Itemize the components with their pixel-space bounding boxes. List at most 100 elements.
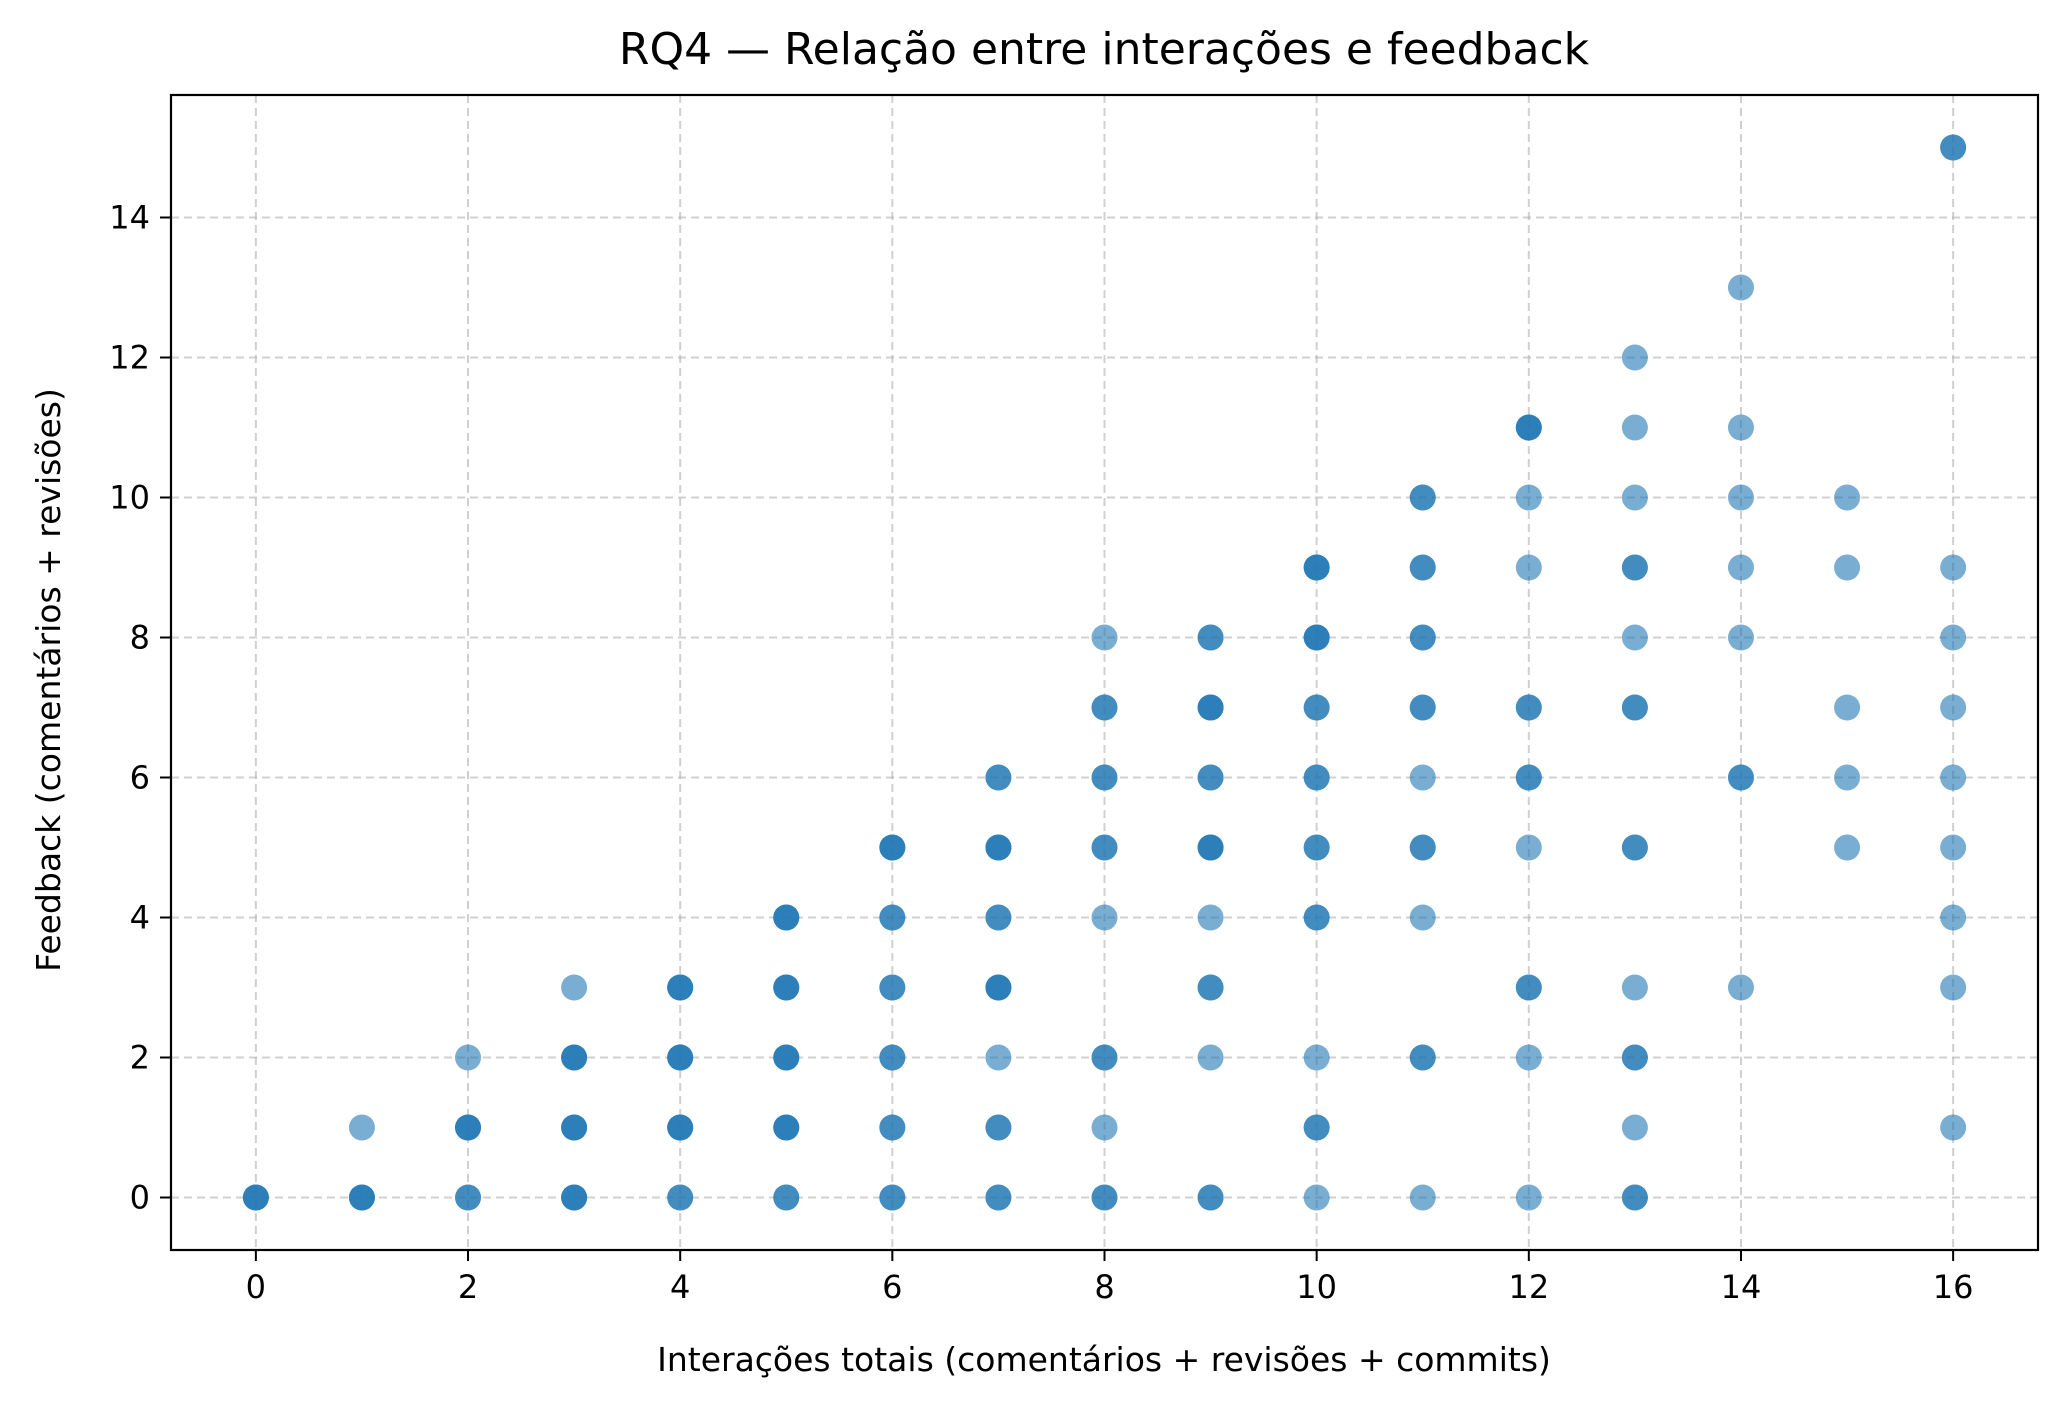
data-point — [1940, 554, 1967, 581]
data-point — [1409, 1184, 1436, 1211]
data-point — [879, 1044, 906, 1071]
data-point — [1303, 834, 1330, 861]
data-point — [561, 974, 588, 1001]
data-point — [1515, 974, 1542, 1001]
data-point — [1303, 904, 1330, 931]
data-point — [1515, 1184, 1542, 1211]
data-point — [1197, 974, 1224, 1001]
x-tick-label: 16 — [1933, 1268, 1974, 1306]
data-point — [1940, 834, 1967, 861]
data-point — [455, 1184, 482, 1211]
x-tick-label: 10 — [1296, 1268, 1337, 1306]
data-point — [1515, 694, 1542, 721]
data-point — [1091, 834, 1118, 861]
data-point — [667, 1044, 694, 1071]
data-point — [1409, 904, 1436, 931]
y-tick-label: 12 — [109, 339, 150, 377]
data-point — [1621, 554, 1648, 581]
y-tick-label: 2 — [130, 1039, 150, 1077]
data-point — [1091, 1184, 1118, 1211]
data-point — [1621, 694, 1648, 721]
data-point — [1197, 624, 1224, 651]
data-point — [985, 1044, 1012, 1071]
x-tick-label: 6 — [882, 1268, 902, 1306]
data-point — [1621, 624, 1648, 651]
data-point — [1303, 764, 1330, 791]
data-point — [1727, 414, 1754, 441]
data-point — [1303, 554, 1330, 581]
data-point — [1940, 974, 1967, 1001]
data-point — [1621, 1184, 1648, 1211]
data-point — [1303, 1044, 1330, 1071]
data-point — [1940, 764, 1967, 791]
data-point — [1940, 134, 1967, 161]
axis-ticks: 0 2 4 6 8 10 12 14 16 0 2 4 6 8 10 12 14 — [109, 199, 1973, 1307]
data-point — [985, 1114, 1012, 1141]
data-point — [1197, 764, 1224, 791]
data-point — [1621, 1114, 1648, 1141]
data-point — [561, 1184, 588, 1211]
data-point — [1303, 624, 1330, 651]
data-point — [1303, 694, 1330, 721]
data-point — [348, 1184, 375, 1211]
data-point — [667, 1184, 694, 1211]
data-point — [561, 1044, 588, 1071]
data-point — [242, 1184, 269, 1211]
data-point — [1409, 764, 1436, 791]
data-point — [1515, 414, 1542, 441]
data-point — [1621, 974, 1648, 1001]
x-tick-label: 0 — [246, 1268, 266, 1306]
data-point — [985, 974, 1012, 1001]
data-point — [1834, 834, 1861, 861]
data-point — [773, 1114, 800, 1141]
data-point — [879, 834, 906, 861]
y-tick-label: 14 — [109, 199, 150, 237]
data-point — [773, 1184, 800, 1211]
data-point — [1621, 484, 1648, 511]
x-axis-label: Interações totais (comentários + revisõe… — [657, 1340, 1551, 1379]
y-tick-label: 6 — [130, 759, 150, 797]
data-point — [1940, 694, 1967, 721]
data-point — [455, 1044, 482, 1071]
data-point — [1940, 904, 1967, 931]
data-point — [1727, 274, 1754, 301]
data-point — [1515, 764, 1542, 791]
data-point — [1940, 1114, 1967, 1141]
data-point — [1091, 1044, 1118, 1071]
y-tick-label: 0 — [130, 1179, 150, 1217]
chart-title: RQ4 — Relação entre interações e feedbac… — [619, 24, 1590, 75]
data-point — [1409, 694, 1436, 721]
data-point — [879, 904, 906, 931]
data-point — [985, 834, 1012, 861]
data-point — [1091, 904, 1118, 931]
data-point — [773, 974, 800, 1001]
x-tick-label: 14 — [1721, 1268, 1762, 1306]
data-point — [1727, 764, 1754, 791]
data-point — [1409, 624, 1436, 651]
data-point — [879, 1114, 906, 1141]
data-point — [667, 974, 694, 1001]
data-point — [1621, 834, 1648, 861]
data-point — [1091, 1114, 1118, 1141]
data-point — [1727, 554, 1754, 581]
y-tick-label: 10 — [109, 479, 150, 517]
data-point — [1834, 484, 1861, 511]
data-point — [1409, 834, 1436, 861]
data-point — [773, 1044, 800, 1071]
data-point — [1515, 484, 1542, 511]
data-point — [667, 1114, 694, 1141]
data-point — [1091, 624, 1118, 651]
data-point — [1091, 694, 1118, 721]
data-point — [1621, 1044, 1648, 1071]
data-point — [1303, 1184, 1330, 1211]
data-point — [1834, 554, 1861, 581]
y-tick-label: 4 — [130, 899, 150, 937]
data-point — [985, 904, 1012, 931]
data-point — [1727, 974, 1754, 1001]
data-point — [348, 1114, 375, 1141]
x-tick-label: 4 — [670, 1268, 690, 1306]
data-point — [1197, 1184, 1224, 1211]
